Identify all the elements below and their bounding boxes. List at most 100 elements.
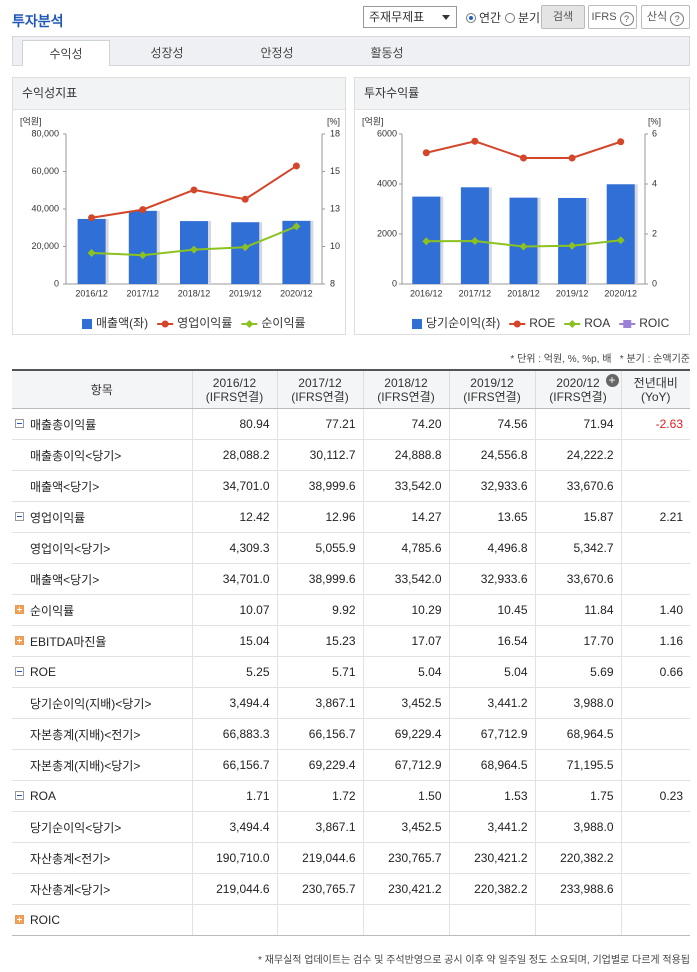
expand-icon[interactable] xyxy=(15,636,24,645)
basis: (IFRS연결) xyxy=(205,389,264,404)
label-text: 매출액<당기> xyxy=(30,479,100,494)
bar xyxy=(231,222,260,284)
y-tick-label: 2 xyxy=(652,228,657,238)
value-cell: 16.54 xyxy=(448,625,535,657)
bar xyxy=(128,210,157,284)
value-cell: 4,785.6 xyxy=(362,532,449,564)
y-tick-label: 18 xyxy=(330,128,340,138)
table-row: 당기순이익(지배)<당기> 3,494.4 3,867.1 3,452.5 3,441.… xyxy=(12,687,690,719)
value-cell: 3,452.5 xyxy=(362,811,449,843)
expand-icon[interactable] xyxy=(15,667,24,676)
period: 2017/12 xyxy=(298,375,342,390)
search-button[interactable]: 검색 xyxy=(541,5,585,29)
value-cell: 30,112.7 xyxy=(276,439,363,471)
tab-bar: 수익성 성장성 안정성 활동성 xyxy=(12,36,690,66)
value-cell: 10.07 xyxy=(191,594,277,626)
value-cell: 1.53 xyxy=(448,780,535,812)
y-tick-label: 4 xyxy=(652,178,657,188)
statement-select[interactable]: 주재무제표 xyxy=(363,6,457,28)
value-cell: 34,701.0 xyxy=(191,470,277,502)
quarter-radio[interactable]: 분기 xyxy=(505,9,540,26)
label-text: ROIC xyxy=(30,913,60,927)
formula-button[interactable]: 산식? xyxy=(641,5,690,29)
value-cell: 67,712.9 xyxy=(448,718,535,750)
tab[interactable]: 안정성 xyxy=(260,46,294,60)
value-cell: 1.50 xyxy=(362,780,449,812)
value-cell: 14.27 xyxy=(362,501,449,533)
x-tick-label: 2020/12 xyxy=(604,288,637,298)
yoy-cell: 1.16 xyxy=(620,625,690,657)
yoy-cell: 2.21 xyxy=(620,501,690,533)
marker xyxy=(190,186,198,194)
value-cell: 3,988.0 xyxy=(534,811,621,843)
marker xyxy=(139,206,147,214)
x-tick-label: 2018/12 xyxy=(178,288,211,298)
ifrs-button[interactable]: IFRS? xyxy=(588,5,637,29)
expand-icon[interactable] xyxy=(15,915,24,924)
row-label: 매출액<당기> xyxy=(12,563,192,595)
value-cell: 33,670.6 xyxy=(534,470,621,502)
expand-icon[interactable] xyxy=(15,419,24,428)
value-cell: 10.29 xyxy=(362,594,449,626)
marker xyxy=(292,222,301,231)
yoy-cell xyxy=(620,749,690,781)
x-tick-label: 2019/12 xyxy=(556,288,589,298)
y2-unit: [%] xyxy=(327,116,340,126)
bar xyxy=(282,220,311,284)
value-cell xyxy=(448,904,535,936)
y-tick-label: 15 xyxy=(330,166,340,176)
header-cell: 2020/12 (IFRS연결) + xyxy=(534,369,621,409)
tab[interactable]: 수익성 xyxy=(22,40,110,66)
value-cell: 5,055.9 xyxy=(276,532,363,564)
value-cell: 3,867.1 xyxy=(276,811,363,843)
table-row: ROE 5.25 5.71 5.04 5.04 5.69 0.66 xyxy=(12,656,690,688)
marker xyxy=(520,154,527,162)
value-cell xyxy=(362,904,449,936)
value-cell: 38,999.6 xyxy=(276,470,363,502)
table-row: 매출총이익<당기> 28,088.2 30,112.7 24,888.8 24,556.… xyxy=(12,439,690,471)
row-label: EBITDA마진율 xyxy=(12,625,192,657)
header-cell: 2019/12 (IFRS연결) xyxy=(448,369,535,409)
value-cell: 219,044.6 xyxy=(191,873,277,905)
add-column-icon[interactable]: + xyxy=(605,374,619,387)
value-cell: 3,452.5 xyxy=(362,687,449,719)
marker xyxy=(138,251,147,260)
value-cell: 5,342.7 xyxy=(534,532,621,564)
yoy-cell xyxy=(620,439,690,471)
label-text: 자본총계(지배)<당기> xyxy=(30,758,141,773)
tab[interactable]: 활동성 xyxy=(370,46,404,60)
button-label: 산식 xyxy=(646,11,668,23)
header-cell: 2018/12 (IFRS연결) xyxy=(362,369,449,409)
radio-dot xyxy=(466,12,476,23)
y-tick-label: 8 xyxy=(330,278,335,288)
y-tick-label: 6 xyxy=(652,128,657,138)
value-cell: 1.72 xyxy=(276,780,363,812)
x-tick-label: 2016/12 xyxy=(75,288,108,298)
expand-icon[interactable] xyxy=(15,512,24,521)
marker xyxy=(519,242,528,251)
value-cell: 66,156.7 xyxy=(191,749,277,781)
value-cell: 1.71 xyxy=(191,780,277,812)
label-text: 당기순이익(지배)<당기> xyxy=(30,696,152,711)
notes: * 단위 : 억원, %, %p, 배 * 분기 : 순액기준 xyxy=(510,350,690,365)
label-text: 매출총이익률 xyxy=(30,417,97,432)
expand-icon[interactable] xyxy=(15,605,24,614)
help-icon: ? xyxy=(619,12,634,26)
value-cell: 3,441.2 xyxy=(448,811,535,843)
expand-icon[interactable] xyxy=(15,791,24,800)
y-tick-label: 20,000 xyxy=(31,241,59,251)
x-tick-label: 2019/12 xyxy=(229,288,262,298)
tab[interactable]: 성장성 xyxy=(150,46,184,60)
yoy-cell: 0.23 xyxy=(620,780,690,812)
annual-radio[interactable]: 연간 xyxy=(466,9,501,26)
header-row: 항목 2016/12 (IFRS연결) 2017/12 (IFRS연결) 2018/12(… xyxy=(12,369,690,409)
y-tick-label: 4000 xyxy=(377,178,397,188)
unit-note: * 단위 : 억원, %, %p, 배 xyxy=(510,354,612,365)
y-tick-label: 0 xyxy=(392,278,397,288)
row-label: 매출액<당기> xyxy=(12,470,192,502)
period: 2019/12 xyxy=(470,375,514,390)
yoy-cell: 0.66 xyxy=(620,656,690,688)
row-label: ROE xyxy=(12,656,192,688)
value-cell: 66,156.7 xyxy=(276,718,363,750)
label-text: 자본총계(지배)<전기> xyxy=(30,727,141,742)
